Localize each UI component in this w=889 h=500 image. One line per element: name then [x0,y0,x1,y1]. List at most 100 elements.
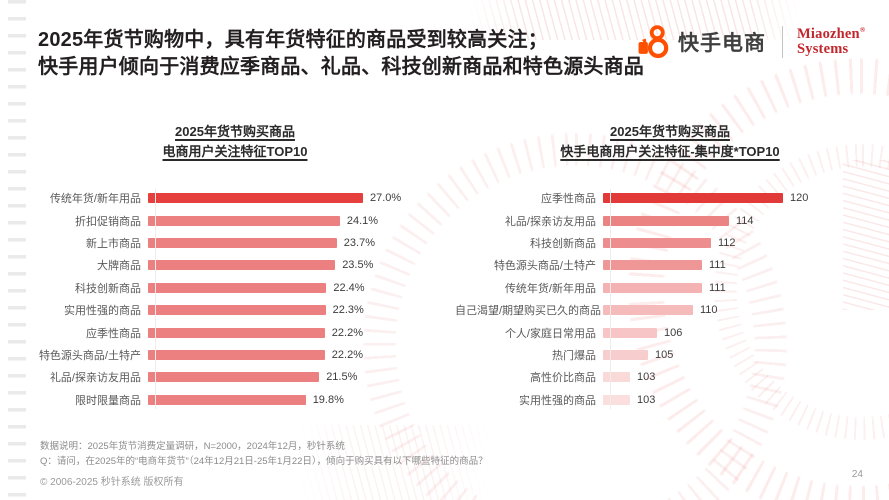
bar-area: 23.5% [148,259,435,271]
chart-row: 特色源头商品/土特产 22.2% [35,344,435,366]
value-label: 24.1% [346,214,379,227]
bar-area: 19.8% [148,394,435,406]
footnote-line1: 数据说明：2025年货节消费定量调研，N=2000，2024年12月，秒针系统 [40,441,345,452]
bar-area: 112 [603,237,885,249]
category-label: 应季性商品 [541,193,596,206]
category-label: 新上市商品 [86,237,141,250]
chart-left-title-line1: 2025年货节购买商品 [175,124,295,139]
chart-row: 礼品/探亲访友用品 114 [455,209,885,231]
chart-row: 实用性强的商品 22.3% [35,299,435,321]
category-label: 实用性强的商品 [64,305,141,318]
miaozhen-line1: Miaozhen [797,26,860,43]
category-label: 礼品/探亲访友用品 [49,372,141,385]
category-label: 礼品/探亲访友用品 [504,215,596,228]
bar [148,282,327,293]
chart-row: 科技创新商品 22.4% [35,277,435,299]
bar-area: 114 [603,215,885,227]
page-title: 2025年货节购物中，具有年货特征的商品受到较高关注； 快手用户倾向于消费应季商… [38,27,644,80]
bar-area: 22.3% [148,304,435,316]
bar [148,237,337,248]
bar-area: 105 [603,349,885,361]
bar [603,394,630,405]
category-label: 科技创新商品 [530,237,596,250]
bar-area: 106 [603,327,885,339]
kuaishou-logo-text: 快手电商 [678,32,766,55]
bar [148,349,325,360]
bar [148,372,320,383]
page-title-line1: 2025年货节购物中，具有年货特征的商品受到较高关注； [38,29,548,51]
bar-area: 120 [603,192,885,204]
miaozhen-line2: Systems [797,41,849,57]
chart-row: 传统年货/新年用品 27.0% [35,187,435,209]
logo-divider [782,26,783,58]
category-label: 自己渴望/期望购买已久的商品 [455,305,602,318]
category-label: 热门爆品 [552,349,596,362]
bar [603,327,657,338]
registered-mark: ® [859,26,866,35]
bar-area: 22.2% [148,349,435,361]
value-label: 22.4% [333,281,365,294]
chart-right-title: 2025年货节购买商品 快手电商用户关注特征-集中度*TOP10 [455,122,885,161]
bar [603,260,702,271]
value-label: 110 [700,304,718,317]
bar [148,215,340,226]
bar [603,237,711,248]
footnote-line2: Q：请问，在2025年的“电商年货节”（24年12月21日-25年1月22日），… [40,456,488,468]
value-label: 111 [709,281,726,294]
value-label: 114 [736,214,754,227]
bar-area: 22.2% [148,327,435,339]
category-label: 科技创新商品 [75,282,141,295]
page-number: 24 [851,469,863,480]
bar [148,260,336,271]
chart-row: 大牌商品 23.5% [35,254,435,276]
hatch-decoration [843,160,889,310]
value-label: 103 [637,393,656,406]
bar [148,193,363,204]
chart-row: 传统年货/新年用品 111 [455,277,885,299]
bar [603,372,630,383]
value-label: 22.2% [331,348,363,361]
bar-area: 110 [603,304,885,316]
bar-area: 103 [603,371,885,383]
category-label: 传统年货/新年用品 [504,282,596,295]
value-label: 22.3% [332,304,364,317]
footnotes: 数据说明：2025年货节消费定量调研，N=2000，2024年12月，秒针系统 … [40,439,488,469]
category-label: 特色源头商品/土特产 [493,260,596,273]
value-label: 22.2% [331,326,363,339]
category-label: 传统年货/新年用品 [49,193,141,206]
bar-area: 103 [603,394,885,406]
category-label: 折扣促销商品 [75,215,141,228]
bar-area: 27.0% [148,192,435,204]
bar [603,215,729,226]
value-label: 23.5% [342,259,374,272]
value-label: 105 [655,348,674,361]
value-label: 111 [709,259,726,272]
chart-row: 热门爆品 105 [455,344,885,366]
chart-row: 礼品/探亲访友用品 21.5% [35,366,435,388]
chart-row: 自己渴望/期望购买已久的商品 110 [455,299,885,321]
chart-row: 限时限量商品 19.8% [35,389,435,411]
value-label: 23.7% [343,236,375,249]
chart-row: 个人/家庭日常用品 106 [455,321,885,343]
bar-area: 24.1% [148,215,435,227]
chart-row: 应季性商品 120 [455,187,885,209]
chart-left-title-line2: 电商用户关注特征TOP10 [162,143,308,159]
bar-area: 111 [603,282,885,294]
bar [603,305,693,316]
chart-right-title-line1: 2025年货节购买商品 [610,124,730,139]
bar [603,282,702,293]
category-label: 限时限量商品 [75,394,141,407]
category-label: 实用性强的商品 [519,394,596,407]
value-label: 112 [718,236,736,249]
logo-group: 快手电商 Miaozhen® Systems [636,24,865,60]
chart-row: 应季性商品 22.2% [35,321,435,343]
chart-right-title-line2: 快手电商用户关注特征-集中度*TOP10 [560,143,780,159]
hatch-decoration [470,0,800,40]
chart-row: 新上市商品 23.7% [35,232,435,254]
chart-right: 2025年货节购买商品 快手电商用户关注特征-集中度*TOP10 应季性商品 12… [455,122,885,411]
bar-area: 21.5% [148,371,435,383]
bar-area: 23.7% [148,237,435,249]
chart-row: 高性价比商品 103 [455,366,885,388]
bar [603,349,648,360]
